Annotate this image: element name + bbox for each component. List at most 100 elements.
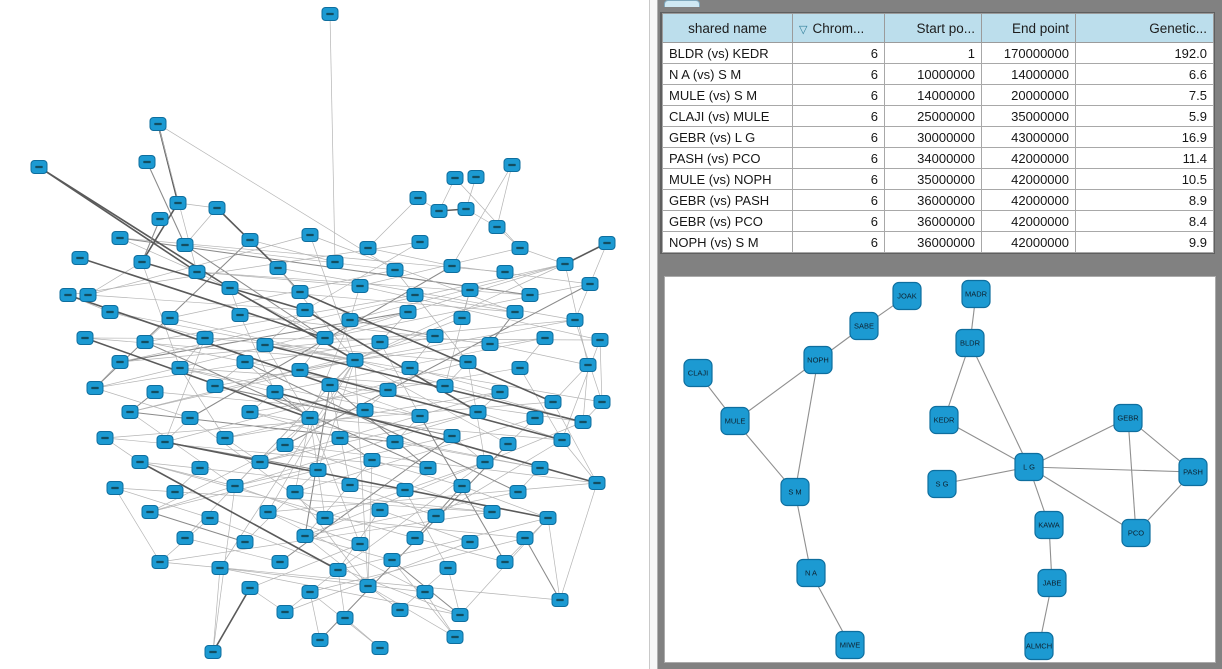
network-node-s-g[interactable]: S G: [927, 469, 957, 499]
network-node[interactable]: [336, 611, 354, 625]
network-node[interactable]: [591, 333, 609, 347]
graph-edge[interactable]: [84, 337, 311, 419]
graph-edge[interactable]: [169, 269, 396, 319]
network-node[interactable]: [76, 331, 94, 345]
graph-edge[interactable]: [519, 367, 563, 441]
graph-edge[interactable]: [229, 287, 516, 313]
graph-edge[interactable]: [1127, 417, 1137, 534]
graph-edge[interactable]: [234, 485, 326, 519]
network-node[interactable]: [496, 265, 514, 279]
network-node[interactable]: [439, 561, 457, 575]
network-node[interactable]: [511, 241, 529, 255]
graph-edge[interactable]: [141, 202, 179, 263]
graph-edge[interactable]: [277, 267, 576, 321]
table-row[interactable]: GEBR (vs) L G 6 30000000 43000000 16.9: [662, 126, 1214, 148]
graph-edge[interactable]: [451, 164, 513, 267]
panel-tab-fragment[interactable]: [664, 0, 700, 7]
graph-edge[interactable]: [214, 359, 356, 387]
table-row[interactable]: NOPH (vs) S M 6 36000000 42000000 9.9: [662, 231, 1214, 253]
graph-edge[interactable]: [267, 359, 356, 513]
graph-edge[interactable]: [454, 177, 521, 249]
graph-edge[interactable]: [294, 417, 536, 493]
network-node[interactable]: [79, 288, 97, 302]
network-node[interactable]: [251, 455, 269, 469]
network-node[interactable]: [188, 265, 206, 279]
network-node[interactable]: [241, 405, 259, 419]
graph-edge[interactable]: [324, 517, 526, 539]
network-node[interactable]: [269, 261, 287, 275]
network-node[interactable]: [221, 281, 239, 295]
network-node[interactable]: [121, 405, 139, 419]
network-node[interactable]: [346, 353, 364, 367]
network-node-joak[interactable]: JOAK: [892, 281, 922, 311]
graph-edge[interactable]: [304, 241, 421, 311]
graph-edge[interactable]: [329, 13, 336, 263]
graph-edge[interactable]: [141, 218, 161, 263]
network-node[interactable]: [136, 335, 154, 349]
network-node[interactable]: [406, 288, 424, 302]
graph-edge[interactable]: [304, 491, 519, 537]
network-node[interactable]: [241, 581, 259, 595]
table-row[interactable]: N A (vs) S M 6 10000000 14000000 6.6: [662, 63, 1214, 85]
network-node[interactable]: [176, 531, 194, 545]
network-node[interactable]: [491, 385, 509, 399]
graph-edge[interactable]: [119, 263, 566, 363]
network-node-claji[interactable]: CLAJI: [683, 358, 713, 388]
graph-edge[interactable]: [309, 417, 563, 441]
table-row[interactable]: MULE (vs) S M 6 14000000 20000000 7.5: [662, 84, 1214, 106]
network-node[interactable]: [469, 405, 487, 419]
network-node[interactable]: [30, 160, 48, 174]
network-node[interactable]: [96, 431, 114, 445]
network-node[interactable]: [326, 255, 344, 269]
network-node[interactable]: [208, 201, 226, 215]
network-node-gebr[interactable]: GEBR: [1113, 403, 1143, 433]
network-node[interactable]: [539, 511, 557, 525]
graph-edge[interactable]: [139, 461, 339, 571]
graph-edge[interactable]: [414, 537, 506, 563]
network-node[interactable]: [169, 196, 187, 210]
network-node[interactable]: [411, 409, 429, 423]
graph-edge[interactable]: [224, 417, 311, 439]
network-node[interactable]: [231, 308, 249, 322]
network-node[interactable]: [276, 605, 294, 619]
graph-edge[interactable]: [239, 314, 491, 345]
graph-edge[interactable]: [212, 567, 221, 653]
graph-edge[interactable]: [559, 482, 598, 601]
network-node[interactable]: [461, 535, 479, 549]
graph-edge[interactable]: [299, 291, 554, 403]
graph-edge[interactable]: [324, 263, 566, 339]
network-node-bldr[interactable]: BLDR: [955, 328, 985, 358]
network-node[interactable]: [386, 435, 404, 449]
column-header-start[interactable]: Start po...: [884, 13, 982, 43]
graph-edge[interactable]: [264, 344, 356, 361]
graph-edge[interactable]: [184, 537, 281, 563]
network-node[interactable]: [371, 335, 389, 349]
network-node[interactable]: [236, 535, 254, 549]
network-node[interactable]: [453, 479, 471, 493]
network-node-mule[interactable]: MULE: [720, 406, 750, 436]
network-node[interactable]: [111, 355, 129, 369]
network-node[interactable]: [503, 158, 521, 172]
graph-edge[interactable]: [561, 439, 598, 484]
network-node[interactable]: [386, 263, 404, 277]
network-node[interactable]: [191, 461, 209, 475]
network-node[interactable]: [311, 633, 329, 647]
graph-edge[interactable]: [264, 344, 584, 423]
graph-edge[interactable]: [304, 309, 479, 413]
graph-edge[interactable]: [394, 441, 541, 469]
graph-edge[interactable]: [249, 411, 341, 439]
graph-edge[interactable]: [267, 511, 426, 593]
network-node[interactable]: [481, 337, 499, 351]
network-node[interactable]: [296, 303, 314, 317]
network-node[interactable]: [101, 305, 119, 319]
network-node[interactable]: [356, 403, 374, 417]
graph-edge[interactable]: [196, 271, 361, 287]
network-node[interactable]: [430, 204, 448, 218]
graph-edge[interactable]: [179, 367, 421, 417]
network-node[interactable]: [371, 503, 389, 517]
column-header-end[interactable]: End point: [981, 13, 1076, 43]
graph-edge[interactable]: [164, 337, 206, 443]
network-node[interactable]: [459, 355, 477, 369]
network-node[interactable]: [341, 478, 359, 492]
network-node[interactable]: [141, 505, 159, 519]
